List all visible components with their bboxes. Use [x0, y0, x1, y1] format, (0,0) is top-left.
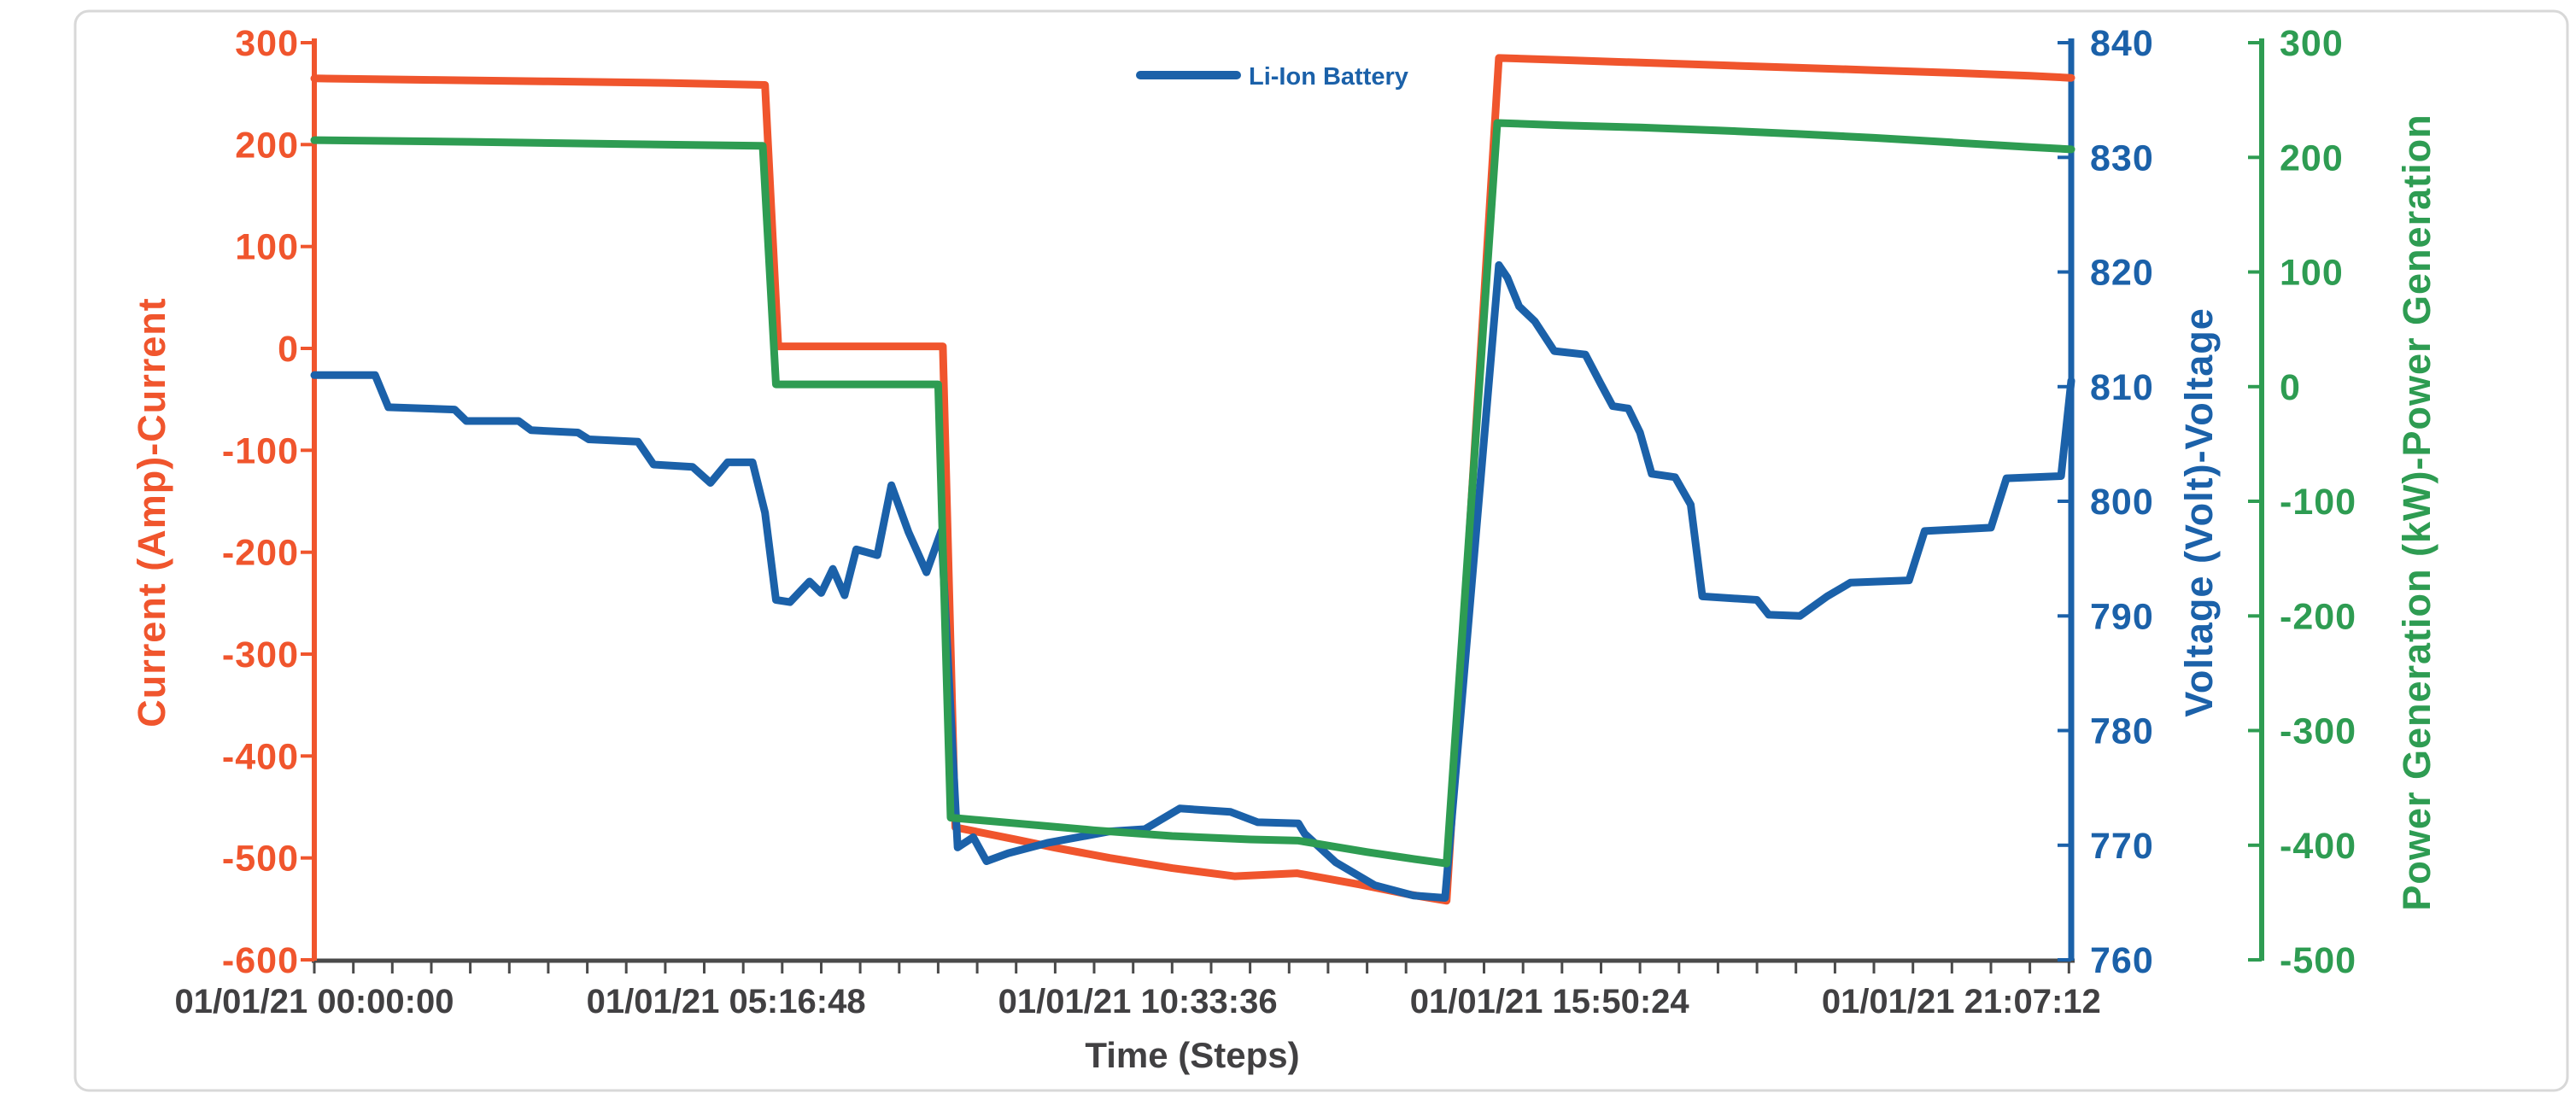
- y-tick-label-voltage: 840: [2090, 23, 2154, 64]
- series-line-current: [310, 54, 2075, 905]
- y-tick-label-current: -300: [222, 634, 299, 675]
- y-tick-label-power: 300: [2280, 23, 2344, 64]
- y-tick-label-voltage: 810: [2090, 367, 2154, 408]
- y-tick-label-voltage: 790: [2090, 596, 2154, 637]
- series-line-voltage: [310, 260, 2075, 902]
- y-tick-label-current: -200: [222, 533, 299, 574]
- y-tick-label-power: -200: [2280, 596, 2356, 637]
- y-tick-label-current: 100: [235, 227, 299, 268]
- y-tick-label-current: -400: [222, 736, 299, 777]
- series-line-power: [310, 119, 2075, 868]
- y-tick-label-power: 100: [2280, 253, 2344, 294]
- legend: Li-Ion Battery: [1136, 63, 1408, 91]
- y-axis-power-title: Power Generation (kW)-Power Generation: [2395, 114, 2438, 910]
- y-tick-label-current: 0: [278, 329, 299, 370]
- y-tick-label-voltage: 800: [2090, 482, 2154, 523]
- figure-border: [73, 9, 2569, 1092]
- y-tick-label-power: -400: [2280, 826, 2356, 867]
- y-tick-label-voltage: 820: [2090, 253, 2154, 294]
- y-tick-label-power: 200: [2280, 137, 2344, 178]
- y-tick-label-voltage: 760: [2090, 940, 2154, 981]
- y-axis-voltage-title: Voltage (Volt)-Voltage: [2177, 307, 2221, 717]
- x-tick-label: 01/01/21 10:33:36: [998, 983, 1278, 1020]
- y-tick-label-current: -100: [222, 430, 299, 471]
- y-tick-label-power: -100: [2280, 482, 2356, 523]
- x-tick-label: 01/01/21 21:07:12: [1822, 983, 2101, 1020]
- y-tick-label-power: -500: [2280, 940, 2356, 981]
- x-axis-title: Time (Steps): [1085, 1035, 1299, 1075]
- y-tick-label-power: 0: [2280, 367, 2301, 408]
- y-tick-label-power: -300: [2280, 711, 2356, 752]
- x-tick-label: 01/01/21 15:50:24: [1410, 983, 1690, 1020]
- y-tick-label-voltage: 770: [2090, 826, 2154, 867]
- y-axis-current-title: Current (Amp)-Current: [130, 297, 173, 727]
- y-tick-label-current: 300: [235, 23, 299, 64]
- y-tick-label-voltage: 830: [2090, 137, 2154, 178]
- x-tick-label: 01/01/21 05:16:48: [587, 983, 866, 1020]
- plot-area: 01/01/21 00:00:00 01/01/21 05:16:48 01/01/…: [175, 23, 2356, 1020]
- y-tick-label-current: 200: [235, 125, 299, 166]
- y-tick-label-current: -500: [222, 839, 299, 880]
- y-tick-label-voltage: 780: [2090, 711, 2154, 752]
- y-tick-label-current: -600: [222, 940, 299, 981]
- x-tick-label: 01/01/21 00:00:00: [175, 983, 454, 1020]
- legend-label: Li-Ion Battery: [1249, 63, 1408, 91]
